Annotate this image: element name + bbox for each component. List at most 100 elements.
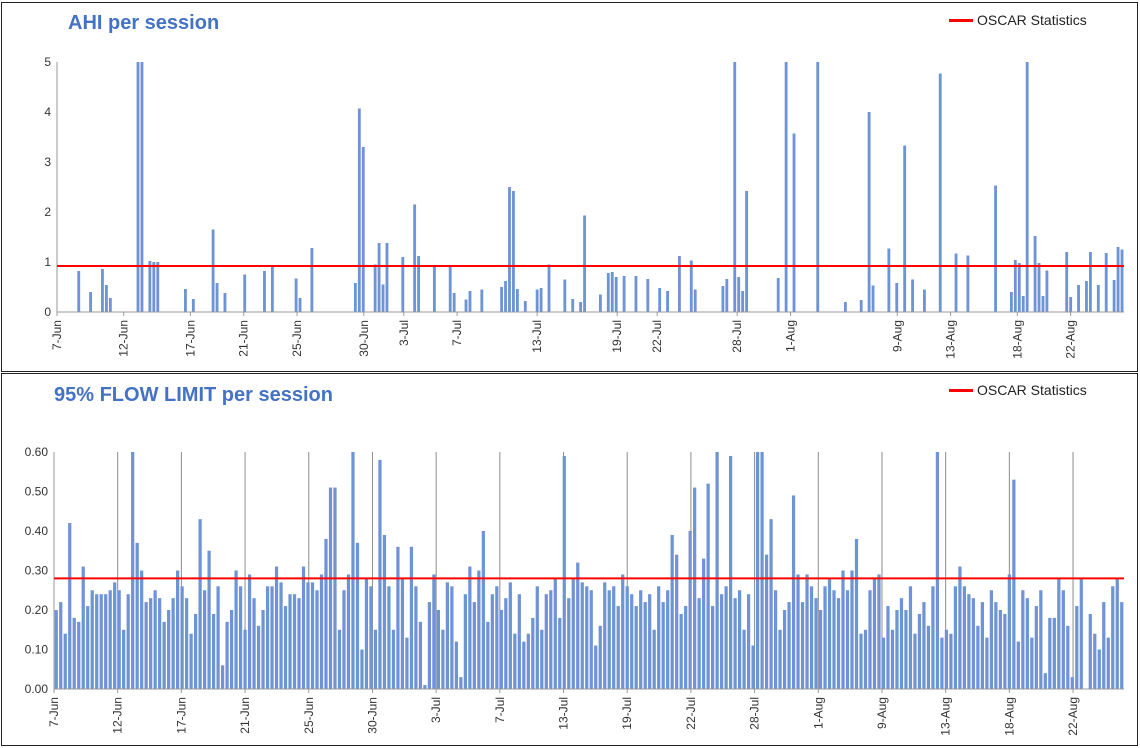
bar <box>535 586 539 689</box>
bar <box>184 289 187 312</box>
bar <box>745 191 749 312</box>
bar <box>117 590 121 689</box>
bar <box>274 566 279 689</box>
bar <box>504 281 507 312</box>
bar <box>791 495 796 689</box>
bar <box>908 586 913 689</box>
bar <box>409 546 414 689</box>
bar <box>1039 590 1043 689</box>
bar <box>702 558 706 689</box>
bar <box>816 62 820 312</box>
bar <box>562 455 566 689</box>
bar <box>1088 613 1092 689</box>
bar <box>126 594 130 689</box>
bar <box>1009 292 1013 312</box>
bar <box>1041 296 1045 312</box>
x-tick-label: 17-Jun <box>174 697 188 734</box>
bar <box>140 570 144 689</box>
bar <box>95 594 99 689</box>
bar <box>782 610 787 689</box>
bar <box>252 598 256 689</box>
bar <box>1012 479 1016 689</box>
bar <box>760 452 764 689</box>
bar <box>679 613 683 689</box>
bar <box>298 298 302 312</box>
y-tick-label: 0.50 <box>25 485 49 499</box>
bar <box>741 291 745 312</box>
bar <box>621 574 625 689</box>
y-tick-label: 1 <box>44 255 51 269</box>
bar <box>1016 641 1020 689</box>
bar <box>1052 617 1056 689</box>
bar <box>589 590 593 689</box>
bar <box>773 590 778 689</box>
x-tick-label: 18-Aug <box>1010 320 1024 359</box>
bar <box>215 283 219 312</box>
bar <box>499 610 503 689</box>
bar <box>871 285 875 312</box>
bar <box>1093 633 1097 689</box>
bar <box>721 286 725 312</box>
x-tick-label: 30-Jun <box>357 320 371 357</box>
bar <box>1069 297 1073 312</box>
bar <box>517 594 521 689</box>
bar <box>1097 649 1101 689</box>
bar <box>841 570 845 689</box>
bar <box>571 299 575 312</box>
bar <box>243 274 247 312</box>
bar <box>769 519 773 689</box>
bar <box>689 260 693 312</box>
x-tick-label: 7-Jul <box>493 697 507 723</box>
bar <box>396 546 400 689</box>
bar <box>800 602 805 689</box>
bar <box>580 582 584 689</box>
bar <box>913 633 917 689</box>
bar <box>917 613 922 689</box>
legend-label: OSCAR Statistics <box>977 12 1087 28</box>
bar <box>319 574 324 689</box>
x-tick-label: 13-Aug <box>944 320 958 359</box>
bar <box>113 582 117 689</box>
bar <box>535 289 539 312</box>
bar <box>156 262 160 312</box>
bar <box>288 594 292 689</box>
bar <box>895 283 899 312</box>
bar <box>140 62 144 312</box>
bar <box>658 288 662 312</box>
bar <box>450 586 454 689</box>
x-tick-label: 19-Jul <box>610 320 624 353</box>
bar <box>971 598 976 689</box>
bar <box>827 578 832 689</box>
bar <box>167 610 171 689</box>
bar <box>980 602 985 689</box>
bar <box>670 534 674 689</box>
bar <box>378 459 382 689</box>
y-tick-label: 0.00 <box>25 682 49 696</box>
bar <box>728 455 733 689</box>
bar <box>247 574 252 689</box>
legend-label: OSCAR Statistics <box>977 382 1087 398</box>
bar <box>1025 598 1029 689</box>
chart-legend: OSCAR Statistics <box>949 382 1087 398</box>
y-tick-label: 0 <box>44 305 51 319</box>
bar <box>697 598 701 689</box>
bar <box>677 256 681 312</box>
bar <box>445 582 450 689</box>
bar <box>468 566 472 689</box>
bar <box>1075 606 1079 689</box>
bar <box>985 637 989 689</box>
bar <box>207 550 211 689</box>
bar <box>1102 602 1106 689</box>
bar <box>459 677 463 689</box>
bar <box>1079 578 1083 689</box>
bar <box>796 574 800 689</box>
bar <box>688 531 692 689</box>
y-tick-label: 0.30 <box>25 564 49 578</box>
bar <box>787 602 791 689</box>
bar <box>544 594 548 689</box>
bar <box>887 248 891 312</box>
bar <box>661 602 665 689</box>
bar <box>99 594 103 689</box>
flow-limit-chart-panel: 95% FLOW LIMIT per session OSCAR Statist… <box>1 373 1138 746</box>
bar <box>630 594 634 689</box>
